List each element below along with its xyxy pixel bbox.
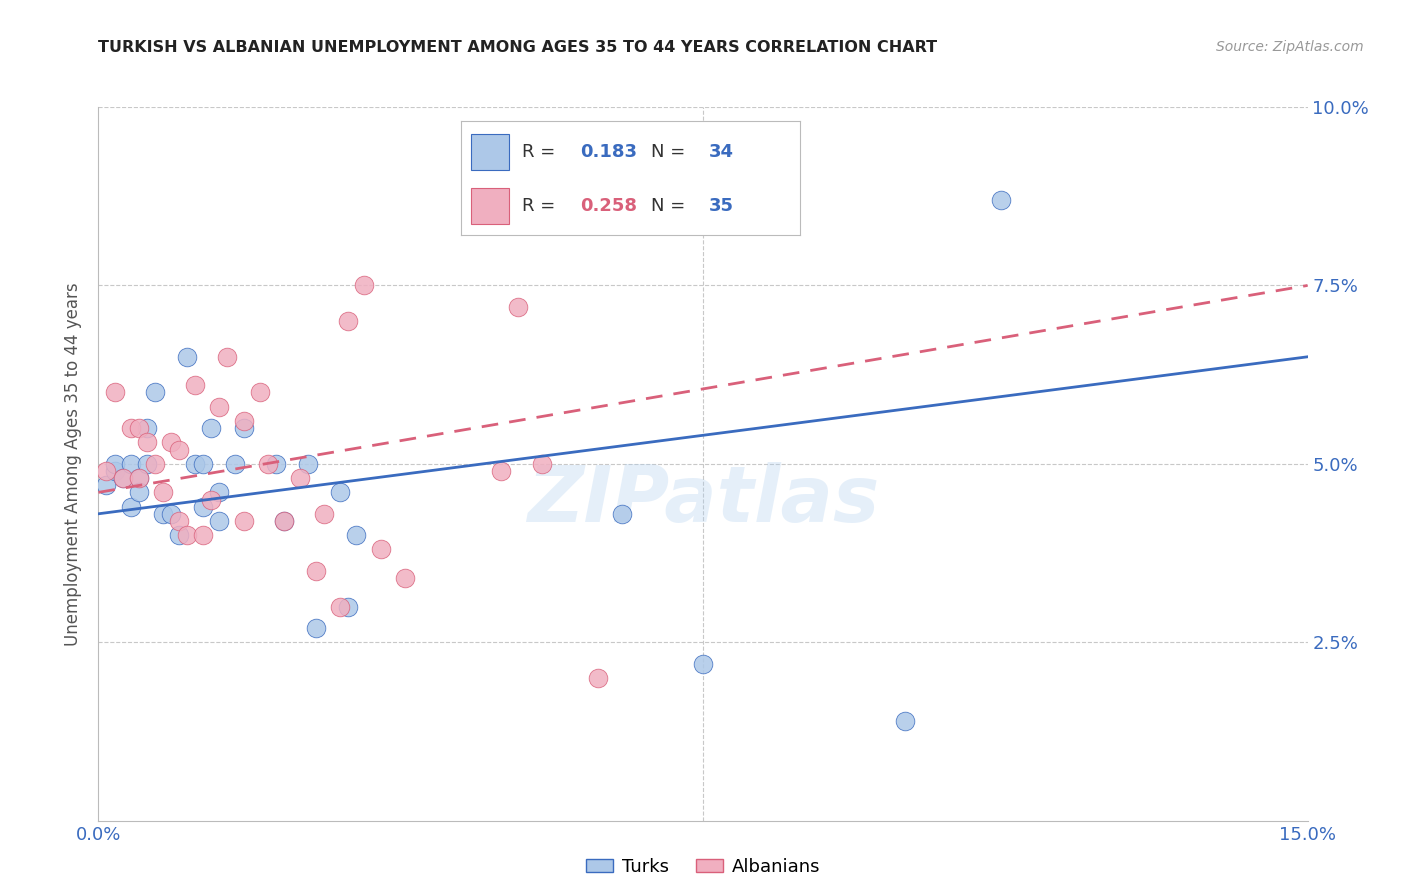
Point xyxy=(167,528,190,542)
Point xyxy=(506,300,529,314)
Point xyxy=(329,599,352,614)
Point xyxy=(586,671,609,685)
Point xyxy=(893,714,915,728)
Point xyxy=(143,457,166,471)
Point xyxy=(232,514,254,528)
Point xyxy=(120,457,142,471)
Point xyxy=(128,421,150,435)
Point xyxy=(160,435,183,450)
Text: TURKISH VS ALBANIAN UNEMPLOYMENT AMONG AGES 35 TO 44 YEARS CORRELATION CHART: TURKISH VS ALBANIAN UNEMPLOYMENT AMONG A… xyxy=(98,40,938,55)
Point xyxy=(692,657,714,671)
Point xyxy=(184,378,207,392)
Point xyxy=(128,485,150,500)
Point xyxy=(208,400,231,414)
Point xyxy=(160,507,183,521)
Point xyxy=(111,471,134,485)
Point xyxy=(344,528,367,542)
Point xyxy=(152,485,174,500)
Point xyxy=(135,421,157,435)
Point xyxy=(249,385,271,400)
Point xyxy=(208,485,231,500)
Point xyxy=(143,385,166,400)
Point xyxy=(200,492,222,507)
Point xyxy=(152,507,174,521)
Point xyxy=(337,599,360,614)
Point xyxy=(120,500,142,514)
Y-axis label: Unemployment Among Ages 35 to 44 years: Unemployment Among Ages 35 to 44 years xyxy=(65,282,83,646)
Point xyxy=(353,278,375,293)
Point xyxy=(135,457,157,471)
Point xyxy=(288,471,311,485)
Text: ZIPatlas: ZIPatlas xyxy=(527,461,879,538)
Point xyxy=(176,350,198,364)
Point xyxy=(193,528,215,542)
Point xyxy=(530,457,553,471)
Point xyxy=(193,500,215,514)
Point xyxy=(120,421,142,435)
Point xyxy=(329,485,352,500)
Point xyxy=(96,464,118,478)
Point xyxy=(135,435,157,450)
Point xyxy=(193,457,215,471)
Point xyxy=(200,421,222,435)
Point xyxy=(990,193,1012,207)
Point xyxy=(217,350,239,364)
Point xyxy=(96,478,118,492)
Point xyxy=(273,514,295,528)
Point xyxy=(232,421,254,435)
Point xyxy=(128,471,150,485)
Point xyxy=(167,442,190,457)
Text: Source: ZipAtlas.com: Source: ZipAtlas.com xyxy=(1216,40,1364,54)
Point xyxy=(167,514,190,528)
Point xyxy=(208,514,231,528)
Point xyxy=(264,457,287,471)
Point xyxy=(305,564,328,578)
Point xyxy=(612,507,634,521)
Point xyxy=(232,414,254,428)
Point xyxy=(314,507,336,521)
Point xyxy=(103,464,125,478)
Point xyxy=(176,528,198,542)
Point xyxy=(394,571,416,585)
Point xyxy=(128,471,150,485)
Point xyxy=(184,457,207,471)
Point xyxy=(111,471,134,485)
Point xyxy=(103,457,125,471)
Point xyxy=(337,314,360,328)
Point xyxy=(370,542,392,557)
Point xyxy=(224,457,246,471)
Point xyxy=(103,385,125,400)
Point xyxy=(297,457,319,471)
Point xyxy=(273,514,295,528)
Point xyxy=(491,464,513,478)
Point xyxy=(305,621,328,635)
Point xyxy=(256,457,278,471)
Legend: Turks, Albanians: Turks, Albanians xyxy=(578,851,828,883)
